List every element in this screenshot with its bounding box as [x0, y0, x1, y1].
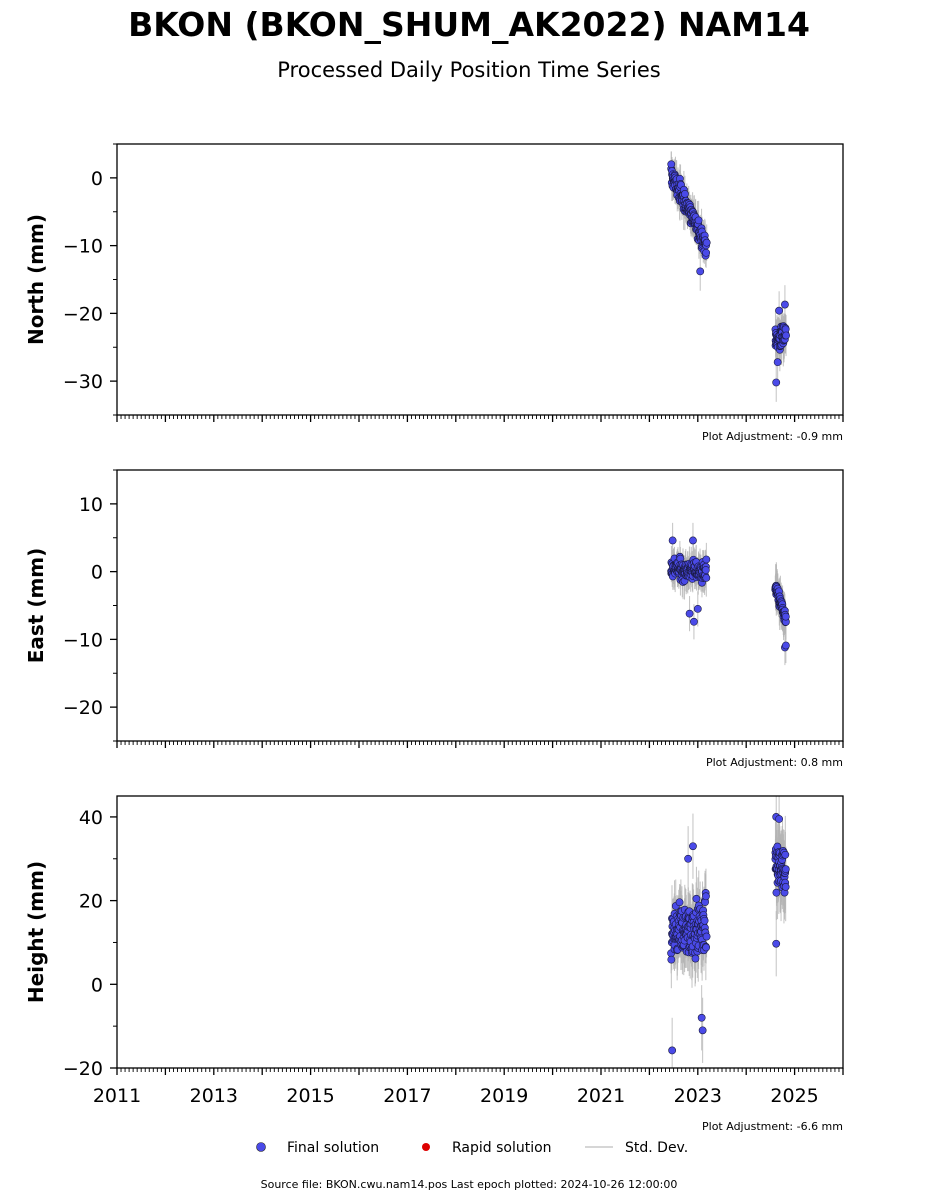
final-solution-point [693, 604, 702, 613]
final-solution-point [696, 267, 705, 276]
final-solution-point [702, 892, 710, 901]
legend-rapid-label: Rapid solution [452, 1140, 552, 1156]
panel-1: 0 −10 −20 −30 North (mm) Plot Adjustment: -0.… [24, 143, 844, 443]
y-axis-label: North (mm) [24, 214, 48, 345]
y-tick-label: −20 [63, 1058, 103, 1080]
legend-final-label: Final solution [287, 1140, 379, 1156]
x-tick-label: 2017 [383, 1085, 431, 1107]
x-tick-label: 2013 [190, 1085, 238, 1107]
final-solution-point [781, 865, 790, 874]
x-tick-label: 2025 [770, 1085, 818, 1107]
x-tick-label: 2023 [674, 1085, 722, 1107]
final-solution-point [667, 160, 676, 169]
y-axis-label: Height (mm) [24, 861, 48, 1003]
panels: 0 −10 −20 −30 North (mm) Plot Adjustment: -0.… [24, 143, 844, 1133]
final-solution-point [772, 939, 781, 948]
panel-3: 40 20 0 −20 2011 2013 2015 2017 2019 2021 2023 2025… [24, 795, 844, 1133]
final-solution-point [668, 536, 677, 545]
final-solution-point [773, 358, 782, 367]
y-tick-label: 40 [79, 807, 103, 829]
final-solution-point [689, 842, 697, 851]
final-solution-point [702, 574, 711, 582]
final-solution-point [675, 898, 684, 907]
final-solution-point [772, 378, 781, 387]
final-solution-point [702, 555, 711, 564]
y-tick-label: −20 [63, 697, 103, 719]
plot-adjustment-label: Plot Adjustment: 0.8 mm [706, 756, 843, 769]
final-solution-point [772, 888, 781, 897]
final-solution-point [700, 916, 709, 925]
legend: Final solution Rapid solution Std. Dev. [256, 1140, 688, 1156]
final-solution-point [702, 943, 710, 952]
final-solution-point [690, 617, 698, 626]
y-tick-label: 0 [91, 562, 103, 584]
x-tick-label: 2021 [577, 1085, 625, 1107]
final-solution-point [781, 300, 789, 309]
chart-subtitle: Processed Daily Position Time Series [277, 58, 661, 82]
final-solution-point [691, 954, 700, 963]
final-solution-point [781, 612, 790, 621]
final-solution-point [702, 248, 711, 257]
final-solution-point [782, 331, 790, 340]
final-solution-point [702, 932, 711, 941]
y-tick-label: −10 [63, 629, 103, 651]
final-solution-point [775, 815, 784, 823]
final-solution-point [692, 894, 701, 903]
legend-stddev-label: Std. Dev. [625, 1140, 688, 1156]
x-tick-label: 2015 [286, 1085, 334, 1107]
final-solution-point [668, 1046, 677, 1055]
final-solution-point [781, 641, 790, 650]
final-solution-point [681, 190, 689, 198]
y-tick-label: 0 [91, 168, 103, 190]
final-solution-point [775, 306, 784, 315]
legend-rapid-marker [422, 1143, 430, 1151]
y-axis-label: East (mm) [24, 548, 48, 664]
final-solution-point [701, 566, 710, 574]
final-solution-point [702, 238, 711, 247]
panel-2-frame [116, 469, 844, 742]
panel-3-data [667, 796, 790, 1068]
final-solution-point [781, 850, 790, 859]
final-solution-point [781, 883, 790, 891]
panel-2-data [667, 522, 790, 666]
source-footer: Source file: BKON.cwu.nam14.pos Last epo… [261, 1178, 678, 1191]
y-tick-label: −30 [63, 371, 103, 393]
panel-3-frame [116, 795, 844, 1069]
final-solution-point [698, 1026, 707, 1035]
y-tick-label: 10 [79, 494, 103, 516]
final-solution-point [697, 1013, 706, 1022]
chart-title: BKON (BKON_SHUM_AK2022) NAM14 [128, 5, 810, 44]
final-solution-point [694, 216, 703, 225]
x-tick-label: 2011 [93, 1085, 141, 1107]
panel-1-data [667, 151, 790, 402]
y-tick-label: 20 [79, 891, 103, 913]
panel-2: 10 0 −10 −20 East (mm) Plot Adjustment: 0.8 m… [24, 469, 844, 769]
y-tick-label: −20 [63, 303, 103, 325]
final-solution-point [685, 609, 694, 618]
legend-final-marker [256, 1142, 266, 1152]
final-solution-point [667, 955, 676, 964]
x-tick-label: 2019 [480, 1085, 528, 1107]
plot-adjustment-label: Plot Adjustment: -0.9 mm [702, 430, 843, 443]
y-tick-label: −10 [63, 236, 103, 258]
plot-adjustment-label: Plot Adjustment: -6.6 mm [702, 1120, 843, 1133]
final-solution-point [689, 536, 697, 545]
y-tick-label: 0 [91, 974, 103, 996]
final-solution-point [684, 854, 693, 863]
panel-1-frame [116, 143, 844, 416]
